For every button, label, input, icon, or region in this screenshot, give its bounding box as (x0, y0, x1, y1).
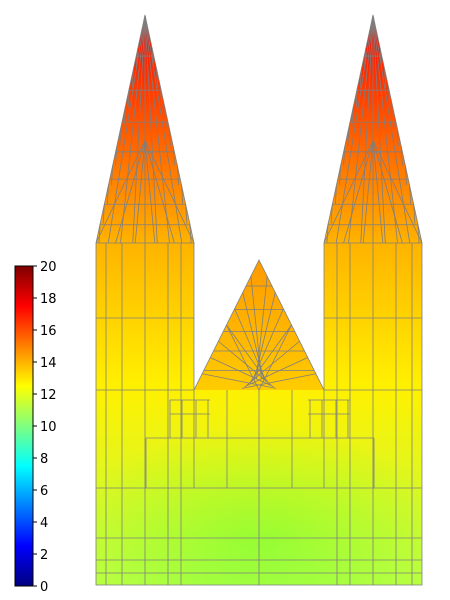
mesh-edge (379, 49, 382, 69)
mesh-edge (111, 165, 114, 185)
colorbar-tick-label: 20 (40, 260, 57, 275)
mesh-edge (339, 165, 342, 185)
colorbar-tick-label: 8 (40, 452, 48, 467)
mesh-edge (413, 204, 416, 224)
mesh-edge (362, 140, 374, 244)
mesh-edge (372, 140, 423, 244)
mesh-lines (95, 14, 423, 586)
mesh-edge (136, 49, 139, 69)
colorbar-tick-label: 16 (40, 324, 57, 339)
mesh-edge (134, 140, 146, 244)
mesh-edge (359, 68, 362, 88)
mesh-edge (409, 184, 412, 205)
mesh-edge (372, 140, 384, 244)
mesh-edge (98, 223, 101, 244)
mesh-edge (251, 308, 284, 383)
mesh-edge (144, 140, 175, 244)
mesh-edge (400, 146, 403, 166)
mesh-edge (343, 140, 374, 244)
mesh-edge (253, 292, 276, 381)
mesh-edge (392, 107, 395, 127)
mesh-edge (131, 68, 134, 88)
mesh-edge (151, 49, 154, 69)
mesh-edge (106, 184, 109, 205)
mesh-edge (168, 126, 171, 147)
colorbar: 0 2 4 6 8 10 12 14 16 18 20 (14, 260, 57, 595)
colorbar-tick-label: 2 (40, 548, 48, 563)
mesh-edge (417, 223, 420, 244)
mesh-edge (334, 184, 337, 205)
mesh-edge (404, 165, 407, 185)
mesh-edge (372, 140, 403, 244)
mesh-edge (144, 14, 170, 244)
mesh-edge (226, 324, 260, 391)
mesh-edge (242, 292, 265, 381)
mesh-edge (189, 223, 192, 244)
mesh-edge (323, 140, 374, 244)
colorbar-gradient (14, 265, 34, 587)
mesh-edge (396, 126, 399, 147)
mesh-edge (144, 14, 158, 244)
colorbar-tick-label: 18 (40, 292, 57, 307)
mesh-edge (164, 107, 167, 127)
mesh-edge (218, 340, 272, 386)
mesh-edge (123, 107, 126, 127)
mesh-edge (185, 204, 188, 224)
colorbar-tick-label: 0 (40, 580, 48, 595)
colorbar-tick-label: 14 (40, 356, 57, 371)
mesh-edge (115, 140, 146, 244)
mesh-edge (127, 87, 130, 108)
mesh-edge (132, 14, 146, 244)
mesh-edge (248, 324, 292, 384)
mesh-edge (388, 87, 391, 108)
mesh-edge (372, 14, 398, 244)
colorbar-tick-label: 10 (40, 420, 57, 435)
mesh-edge (95, 140, 146, 244)
mesh-edge (384, 68, 387, 88)
mesh-edge (348, 14, 374, 244)
mesh-edge (351, 107, 354, 127)
mesh-edge (156, 68, 159, 88)
mesh-edge (246, 340, 300, 386)
mesh-edge (355, 87, 358, 108)
mesh-edge (144, 140, 195, 244)
colorbar-tick-label: 12 (40, 388, 57, 403)
mesh-edge (115, 146, 118, 166)
mesh-edge (330, 204, 333, 224)
mesh-edge (226, 324, 270, 384)
colorbar-tick-label: 6 (40, 484, 48, 499)
mesh-edge (176, 165, 179, 185)
mesh-edge (102, 204, 105, 224)
mesh-edge (181, 184, 184, 205)
mesh-edge (364, 49, 367, 69)
mesh-edge (160, 87, 163, 108)
mesh-edge (234, 308, 267, 383)
mesh-edge (144, 140, 156, 244)
center-gable (194, 260, 324, 390)
mesh-edge (360, 14, 374, 244)
mesh-edge (372, 14, 386, 244)
mesh-edge (347, 126, 350, 147)
mesh-edge (119, 126, 122, 147)
mesh-edge (202, 373, 277, 389)
cathedral-mesh (95, 14, 423, 586)
mesh-edge (343, 146, 346, 166)
mesh-edge (241, 373, 316, 389)
colorbar-ticks: 0 2 4 6 8 10 12 14 16 18 20 (33, 260, 57, 595)
mesh-edge (326, 223, 329, 244)
mesh-edge (172, 146, 175, 166)
mesh-edge (258, 324, 292, 391)
colorbar-tick-label: 4 (40, 516, 48, 531)
mesh-edge (120, 14, 146, 244)
